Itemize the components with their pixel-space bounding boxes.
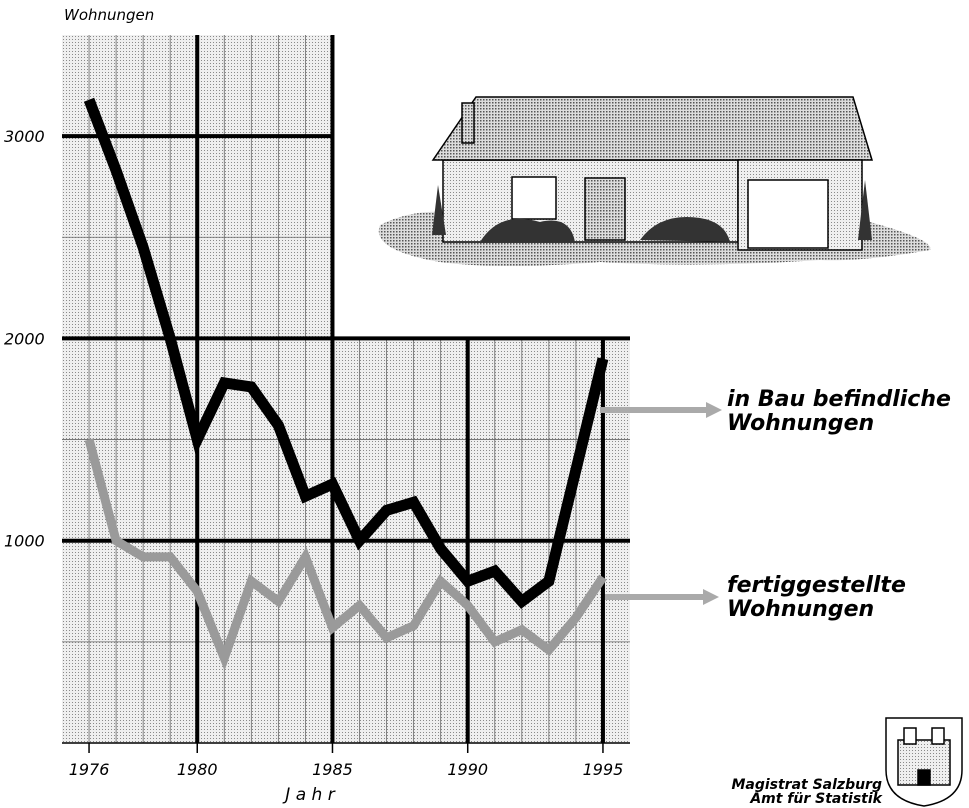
- y-tick-label: 3000: [4, 127, 45, 146]
- y-tick-label: 1000: [4, 532, 45, 551]
- page: {"chart_data": {"type": "line", "y_label…: [0, 0, 969, 808]
- x-tick-label: 1995: [583, 760, 624, 779]
- y-tick-label: 2000: [4, 329, 45, 348]
- legend-label: fertiggestellte Wohnungen: [727, 574, 927, 622]
- house-illustration: [379, 97, 931, 266]
- annotation: Amt für Statistik: [692, 792, 882, 806]
- x-axis-label: J a h r: [282, 785, 335, 805]
- x-tick-label: 1976: [69, 760, 110, 779]
- x-tick-label: 1980: [177, 760, 218, 779]
- footer: Magistrat Salzburg Amt für Statistik: [692, 778, 882, 806]
- y-axis-label: Wohnungen: [64, 6, 154, 24]
- crest-icon: [886, 718, 962, 806]
- x-tick-label: 1985: [312, 760, 353, 779]
- annotation: Magistrat Salzburg: [692, 778, 882, 792]
- x-tick-label: 1990: [447, 760, 488, 779]
- legend-label: in Bau befindliche Wohnungen: [727, 388, 967, 436]
